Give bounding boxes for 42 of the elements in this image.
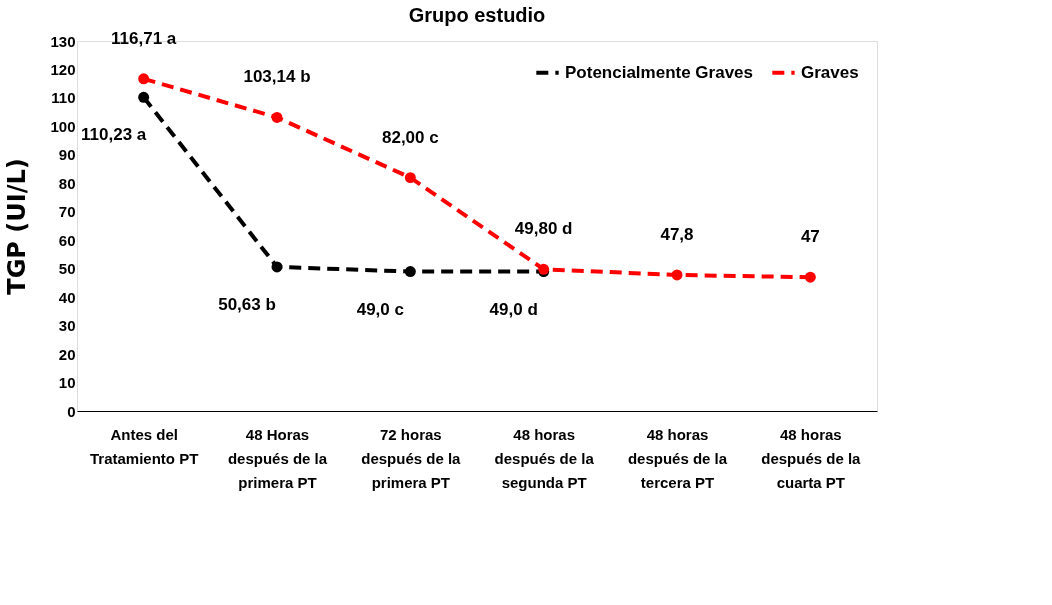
y-tick-label: 130 <box>50 32 76 50</box>
data-label: 50,63 b <box>218 294 276 314</box>
x-tick-label: 48 horas después de la tercera PT <box>627 425 728 491</box>
x-tick-label: 48 horas después de la segunda PT <box>494 425 595 491</box>
data-label: 82,00 c <box>381 127 439 147</box>
y-tick-label: 120 <box>50 60 76 78</box>
legend-label: Graves <box>801 62 859 82</box>
data-label: 103,14 b <box>243 67 311 87</box>
y-tick-label: 20 <box>58 345 76 363</box>
x-tick-label: 48 horas después de la cuarta PT <box>761 425 862 491</box>
data-label: 49,80 d <box>514 219 573 239</box>
y-tick-label: 30 <box>58 317 76 335</box>
y-tick-label: 50 <box>58 260 76 278</box>
data-label: 47,8 <box>660 224 694 244</box>
y-tick-label: 90 <box>58 146 76 164</box>
legend-label: Potencialmente Graves <box>565 62 754 82</box>
data-label: 110,23 a <box>81 125 147 145</box>
y-tick-label: 110 <box>51 89 76 107</box>
point <box>404 172 416 184</box>
point <box>138 91 150 103</box>
data-label: 49,0 c <box>356 299 404 319</box>
y-tick-label: 40 <box>58 288 76 306</box>
y-axis-title: TGP (UI/L) <box>3 158 32 295</box>
y-tick-label: 100 <box>50 117 76 135</box>
y-tick-label: 80 <box>58 174 76 192</box>
data-label: 116,71 a <box>111 28 177 48</box>
point <box>271 261 283 273</box>
x-tick-label: 72 horas después de la primera PT <box>361 425 462 491</box>
data-label: 49,0 d <box>489 299 538 319</box>
point <box>804 271 816 283</box>
y-tick-label: 70 <box>58 203 76 221</box>
point <box>671 269 683 281</box>
x-tick-label: Antes del Tratamiento PT <box>89 425 199 467</box>
point <box>271 111 283 123</box>
point <box>138 73 150 85</box>
y-tick-label: 10 <box>58 374 76 392</box>
data-label: 47 <box>800 227 820 247</box>
y-tick-label: 60 <box>58 231 76 249</box>
chart-title: Grupo estudio <box>408 3 546 26</box>
point <box>404 266 416 277</box>
x-tick-label: 48 Horas después de la primera PT <box>227 425 328 491</box>
y-tick-label: 0 <box>67 402 76 420</box>
